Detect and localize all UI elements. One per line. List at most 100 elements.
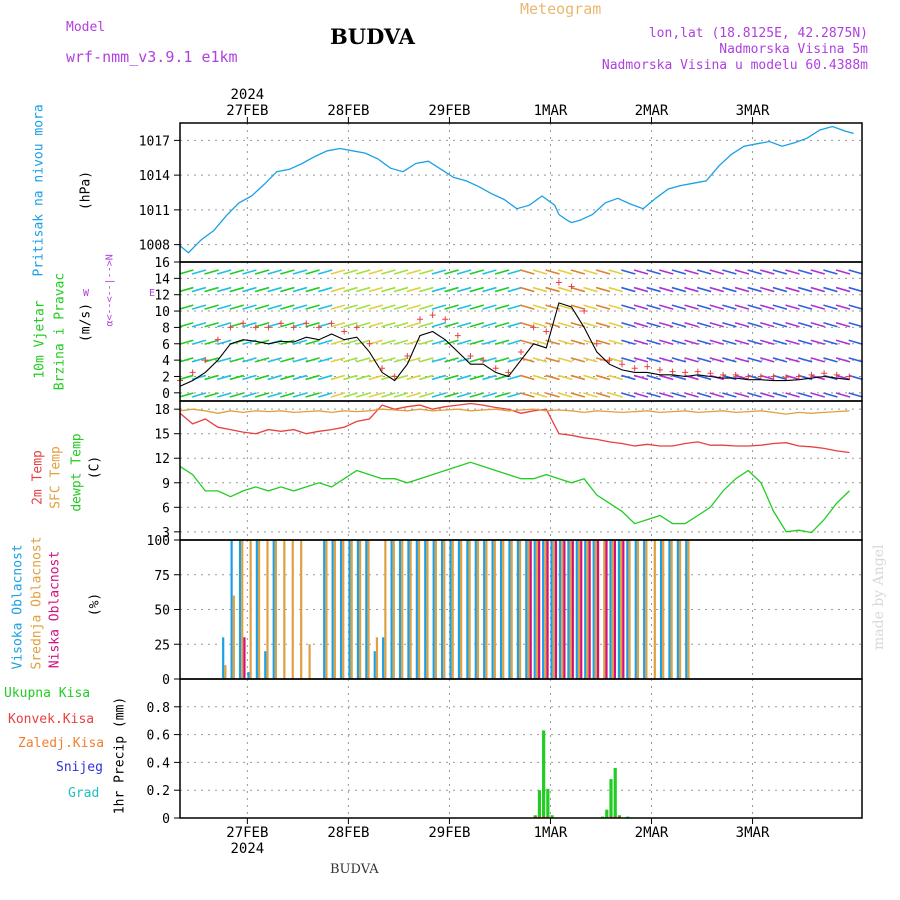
wind-barb [242,357,257,363]
wind-barb [696,286,712,293]
wind-barb [659,357,674,363]
wind-barb [797,392,813,398]
wind-barb [570,286,586,293]
cloud-bar-mid [283,540,286,679]
wind-gust-marker [846,373,853,380]
wind-gust-marker [202,357,209,364]
wind-barb [557,269,573,275]
wind-barb [709,286,724,293]
wind-compass: α<--<--|-->N W E [83,254,155,328]
grid-layer [180,123,862,819]
wind-barb [330,392,346,398]
wind-gust-marker [669,368,676,375]
wind-barb [835,357,851,363]
wind-barb [179,339,194,346]
wind-barb [305,321,320,328]
wind-barb [684,304,699,310]
cloud-bar-low [622,540,625,679]
chart-title: Meteogram [520,0,602,18]
wind-barb [456,286,472,293]
wind-barb [482,304,497,310]
wind-barb [608,286,623,293]
wind-gust-marker [227,324,234,331]
precip-bar-total [537,790,542,818]
wind-barb [835,269,851,275]
wind-barb [823,269,838,275]
wind-barb [684,357,699,363]
wind-barb [216,321,232,328]
wind-barb [696,269,712,275]
wind-barb [355,269,371,275]
cloud-bar-mid [342,540,345,679]
wind-barb [532,269,548,275]
wind-barb [444,339,459,346]
wind-barb [621,339,636,346]
cloud-bar-high [542,540,545,679]
wind-barb [797,339,813,346]
x-day-label-top: 1MAR [534,103,568,119]
legend-conv: Konvek.Kisa [8,712,95,727]
wind-barb [823,339,838,346]
cloud-bar-high [592,540,595,679]
cloud-bar-mid [620,540,623,679]
wind-barb [520,339,535,346]
cloud-bar-mid [586,540,589,679]
wind-barb [785,374,800,381]
wind-barb [469,392,485,398]
wind-barb [444,304,459,310]
wind-barb [191,304,207,310]
wind-gust-marker [757,373,764,380]
wind-barb [835,321,851,328]
wind-barb [835,304,851,310]
wind-barb [191,321,207,328]
wind-gust-marker [644,363,651,370]
wind-barb [747,357,762,363]
wind-gust-marker [518,348,524,355]
wind-barb [545,392,560,398]
wind-barb [671,339,687,346]
wind-barb [520,392,535,398]
wind-barb [343,339,358,346]
wind-barb [583,286,598,293]
cloud-bar-high [575,540,578,679]
cloud-bar-mid [367,540,370,679]
cloud-bar-high [264,651,267,679]
wind-barb [583,357,598,363]
wind-barb [520,269,535,275]
wind-barb [381,339,396,346]
cloud-bar-mid [577,540,581,679]
wind-barb [456,269,472,275]
wind-barb [393,286,409,293]
wind-barb [823,286,838,293]
wind-barb [204,269,219,275]
wind-barb [280,269,295,275]
precip-bar-total [546,788,550,818]
wind-barb [419,339,434,346]
wind-barb [494,392,510,398]
wind-barb [696,339,712,346]
wind-barb [772,392,788,398]
wind-barb [696,392,712,398]
wind-barb [456,357,472,363]
wind-gust-marker [770,373,777,380]
wind-barb [431,392,447,398]
wind-barb [444,357,459,363]
wind-barb [696,321,712,328]
x-day-label-top: 3MAR [736,103,770,119]
wind-barb [305,269,320,275]
wind-barb [431,374,447,381]
wind-barb [848,304,863,310]
cloud-bar-mid [274,540,278,679]
cloud-bar-high [382,637,385,679]
wind-barb [671,269,687,275]
footer-station: BUDVA [330,862,379,877]
wind-barb [343,286,358,293]
wind-barb [608,339,623,346]
cloud-bar-mid [493,540,496,679]
wind-barb [494,339,510,346]
wind-gust-marker [265,324,272,331]
wind-barb [848,321,863,328]
wind-gust-marker [720,371,727,378]
legend-frz: Zaledj.Kisa [18,736,105,751]
wind-barb [646,357,661,363]
